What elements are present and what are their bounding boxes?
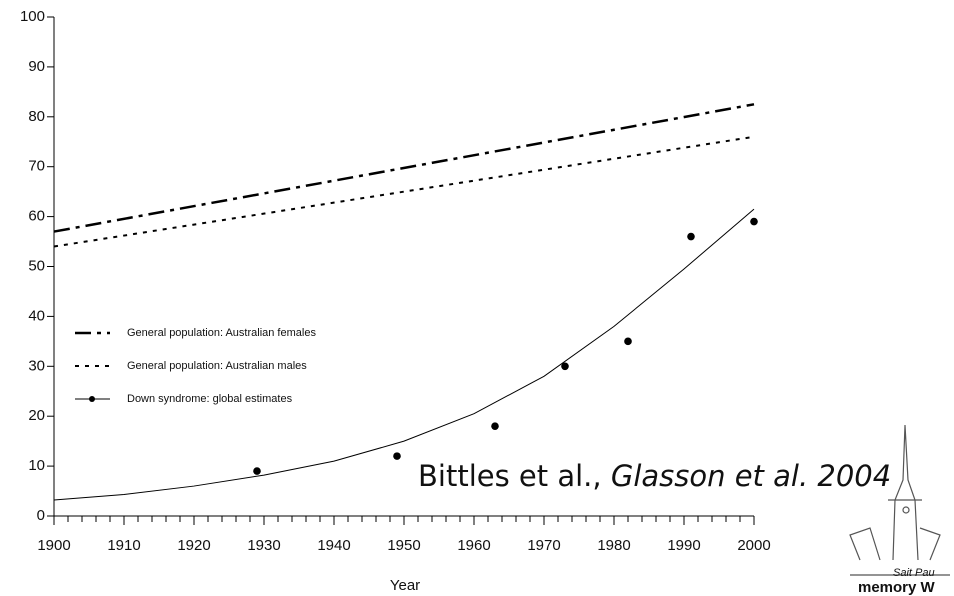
x-tick-label: 1990 [667,537,700,554]
logo-text: Sait Pau [893,567,935,579]
y-tick-label: 30 [28,357,45,374]
logo-window [902,506,910,514]
fit-curve [53,208,755,501]
annotation: Bittles et al., Glasson et al. 2004 [418,459,891,493]
series-line [53,135,755,248]
legend-label: General population: Australian females [127,327,316,339]
data-point [561,362,569,371]
x-tick-label: 1940 [317,537,350,554]
y-tick-label: 10 [28,457,45,474]
y-tick-label: 100 [20,8,45,25]
logo-text: memory W [858,579,936,596]
x-tick-label: 1970 [527,537,560,554]
data-point [253,467,261,475]
series-line [53,103,755,233]
x-tick-label: 1950 [387,537,420,554]
y-tick-label: 50 [28,257,45,274]
annotation-text: Bittles et al., [418,459,602,493]
x-tick-label: 1930 [247,537,280,554]
y-tick-label: 70 [28,158,45,175]
data-point [624,337,632,346]
y-tick-label: 80 [28,108,45,125]
logo-spire [888,424,922,561]
data-point [687,232,695,241]
x-tick-label: 1910 [107,537,140,554]
x-tick-label: 1960 [457,537,490,554]
legend-swatch-point [89,396,95,402]
data-point [393,452,401,460]
x-tick-label: 1980 [597,537,630,554]
x-tick-label: 2000 [737,537,770,554]
logo-building [849,527,950,576]
legend-label: Down syndrome: global estimates [127,393,293,405]
legend-label: General population: Australian males [127,360,307,372]
y-tick-label: 40 [28,307,45,324]
y-tick-label: 90 [28,58,45,75]
y-tick-label: 60 [28,208,45,225]
x-tick-label: 1900 [37,537,70,554]
data-point [491,422,499,430]
data-point [750,217,758,226]
x-tick-label: 1920 [177,537,210,554]
y-tick-label: 0 [37,507,45,524]
annotation-italic: Glasson et al. 2004 [611,459,891,493]
y-tick-label: 20 [28,407,45,424]
x-axis-label: Year [390,577,420,594]
logo: Sait Pau memory W [849,424,950,596]
